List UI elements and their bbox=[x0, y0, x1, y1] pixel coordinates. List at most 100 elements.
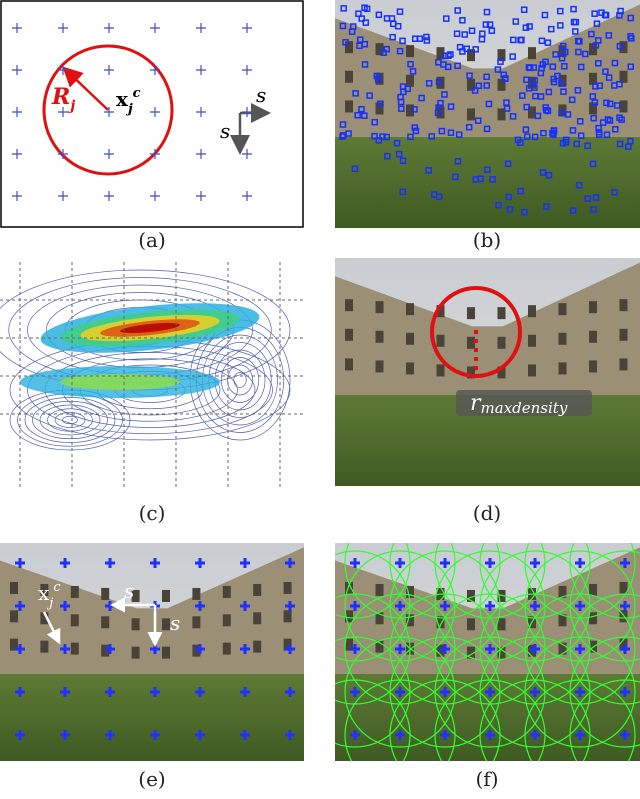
panel-e bbox=[0, 543, 304, 761]
keypoint bbox=[366, 92, 373, 99]
keypoint bbox=[576, 118, 584, 125]
keypoint bbox=[519, 92, 526, 99]
window bbox=[467, 366, 475, 379]
keypoint bbox=[345, 130, 352, 137]
keypoint bbox=[559, 42, 567, 50]
keypoint bbox=[550, 128, 558, 135]
keypoint bbox=[590, 114, 597, 122]
keypoint bbox=[509, 113, 517, 120]
keypoint bbox=[572, 28, 579, 35]
keypoint bbox=[570, 207, 577, 214]
grid-plus bbox=[104, 149, 114, 159]
keypoint bbox=[605, 74, 613, 81]
keypoint bbox=[568, 96, 576, 104]
window bbox=[192, 587, 201, 600]
keypoint bbox=[453, 30, 461, 38]
keypoint bbox=[443, 15, 450, 22]
keypoint bbox=[358, 15, 365, 22]
keypoint bbox=[522, 126, 530, 133]
keypoint bbox=[486, 21, 494, 28]
keypoint bbox=[616, 43, 624, 50]
keypoint bbox=[484, 166, 491, 173]
keypoint bbox=[611, 59, 619, 67]
keypoint bbox=[435, 78, 443, 86]
grid-plus bbox=[285, 730, 295, 740]
contour bbox=[32, 400, 108, 440]
keypoint bbox=[627, 14, 634, 22]
window bbox=[375, 330, 384, 343]
keypoint bbox=[612, 126, 619, 133]
window bbox=[467, 307, 475, 320]
window bbox=[528, 334, 536, 347]
window bbox=[528, 644, 536, 657]
coverage-circle bbox=[344, 679, 456, 761]
coverage-circle bbox=[479, 679, 591, 761]
window bbox=[528, 47, 536, 60]
grid-plus bbox=[195, 687, 205, 697]
window bbox=[162, 646, 170, 659]
window bbox=[345, 100, 353, 113]
keypoint bbox=[339, 121, 347, 128]
keypoint bbox=[468, 27, 476, 35]
window bbox=[497, 78, 506, 91]
window bbox=[375, 301, 384, 314]
grid-plus bbox=[104, 23, 114, 33]
keypoint bbox=[339, 22, 347, 30]
keypoint bbox=[503, 105, 511, 112]
keypoint bbox=[483, 8, 491, 16]
arrow bbox=[62, 66, 109, 111]
window bbox=[436, 76, 445, 89]
grid-plus bbox=[12, 191, 22, 201]
grid-plus bbox=[60, 644, 70, 654]
keypoint bbox=[384, 152, 391, 160]
grid-plus bbox=[240, 687, 250, 697]
keypoint bbox=[390, 20, 397, 28]
keypoint bbox=[404, 85, 411, 93]
keypoint bbox=[409, 68, 417, 75]
grid-plus bbox=[150, 558, 160, 568]
keypoint bbox=[482, 21, 490, 28]
grid-plus bbox=[350, 730, 360, 740]
window bbox=[101, 587, 110, 600]
keypoint bbox=[339, 133, 346, 140]
keypoint bbox=[558, 80, 565, 87]
keypoint bbox=[418, 94, 425, 102]
grid-plus bbox=[395, 601, 405, 611]
grid-plus bbox=[196, 191, 206, 201]
grid-plus bbox=[105, 687, 115, 697]
density bbox=[60, 374, 180, 390]
keypoint bbox=[572, 18, 580, 26]
lawn bbox=[0, 673, 304, 761]
radius-label: Rj bbox=[51, 84, 75, 114]
window bbox=[467, 589, 475, 602]
keypoint bbox=[411, 106, 418, 113]
keypoint bbox=[475, 82, 483, 90]
grid-plus bbox=[242, 65, 252, 75]
contour bbox=[233, 372, 247, 388]
panel-a: Rj xjc s s bbox=[0, 0, 304, 228]
keypoint bbox=[577, 132, 585, 139]
keypoint bbox=[461, 31, 468, 38]
grid-plus bbox=[242, 23, 252, 33]
keypoint bbox=[592, 194, 600, 201]
grid-plus bbox=[58, 107, 68, 117]
keypoint bbox=[557, 22, 564, 29]
grid-plus bbox=[150, 149, 160, 159]
window bbox=[131, 589, 140, 602]
grid-plus bbox=[12, 23, 22, 33]
keypoint bbox=[412, 35, 419, 42]
grid-plus bbox=[15, 644, 25, 654]
keypoint bbox=[570, 5, 577, 13]
grid-plus bbox=[12, 65, 22, 75]
window bbox=[497, 618, 506, 631]
grid-plus bbox=[440, 730, 450, 740]
grid-plus bbox=[196, 107, 206, 117]
keypoint bbox=[605, 32, 613, 39]
keypoint bbox=[399, 188, 406, 196]
keypoint bbox=[523, 133, 531, 140]
keypoint bbox=[375, 137, 383, 144]
window bbox=[467, 336, 475, 349]
keypoint bbox=[538, 65, 545, 72]
keypoint bbox=[575, 48, 582, 56]
keypoint bbox=[509, 53, 516, 60]
